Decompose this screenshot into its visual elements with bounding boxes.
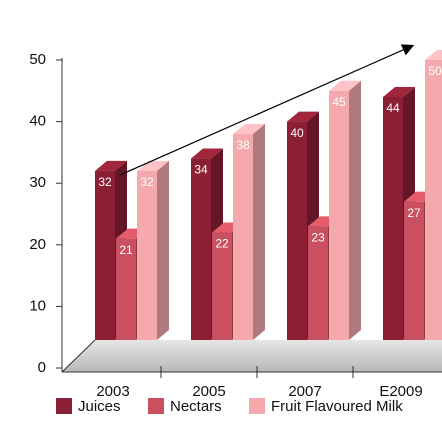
legend-swatch bbox=[148, 398, 164, 414]
bar-top bbox=[383, 86, 415, 97]
bar-side bbox=[253, 123, 265, 340]
bar bbox=[329, 90, 349, 340]
bar bbox=[287, 121, 307, 340]
y-tick-label: 20 bbox=[29, 236, 46, 253]
bar bbox=[383, 96, 403, 341]
floor bbox=[62, 340, 442, 372]
bar-top bbox=[95, 160, 127, 171]
x-tick-label: 2003 bbox=[96, 383, 129, 400]
bar bbox=[137, 170, 157, 340]
trend-arrow bbox=[119, 44, 415, 176]
value-label: 45 bbox=[332, 95, 346, 109]
bar-top bbox=[137, 160, 169, 171]
y-tick-label: 50 bbox=[29, 51, 46, 68]
value-label: 44 bbox=[386, 101, 400, 115]
bar-side bbox=[349, 80, 361, 341]
bar bbox=[191, 158, 211, 340]
y-tick-label: 30 bbox=[29, 174, 46, 191]
value-label: 27 bbox=[407, 206, 421, 220]
bar-top bbox=[329, 80, 361, 91]
bar-top bbox=[191, 148, 223, 159]
bar bbox=[404, 201, 424, 340]
bar-top bbox=[425, 50, 442, 60]
bar bbox=[116, 238, 136, 340]
legend-label: Juices bbox=[78, 398, 121, 415]
bar-side bbox=[157, 160, 169, 340]
bar-top bbox=[233, 123, 265, 134]
value-label: 23 bbox=[311, 230, 325, 244]
y-tick-label: 10 bbox=[29, 297, 46, 314]
value-label: 21 bbox=[119, 243, 133, 257]
bar bbox=[425, 60, 442, 340]
value-label: 38 bbox=[236, 138, 250, 152]
legend-label: Nectars bbox=[170, 398, 222, 415]
value-label: 50 bbox=[428, 64, 442, 78]
y-tick-label: 0 bbox=[38, 359, 46, 376]
x-tick-label: 2007 bbox=[288, 383, 321, 400]
floor-edge bbox=[61, 339, 96, 373]
legend-label: Fruit Flavoured Milk bbox=[271, 398, 403, 415]
bar bbox=[233, 133, 253, 340]
value-label: 40 bbox=[290, 126, 304, 140]
x-tick-label: 2005 bbox=[192, 383, 225, 400]
bar bbox=[212, 232, 232, 340]
legend-swatch bbox=[249, 398, 265, 414]
value-label: 22 bbox=[215, 237, 229, 251]
bar-top bbox=[287, 111, 319, 122]
value-label: 32 bbox=[98, 175, 112, 189]
value-label: 32 bbox=[140, 175, 154, 189]
bar bbox=[95, 170, 115, 340]
x-tick-label: E2009 bbox=[379, 383, 422, 400]
value-label: 34 bbox=[194, 163, 208, 177]
y-tick-label: 40 bbox=[29, 113, 46, 130]
legend-swatch bbox=[56, 398, 72, 414]
bar bbox=[308, 226, 328, 340]
